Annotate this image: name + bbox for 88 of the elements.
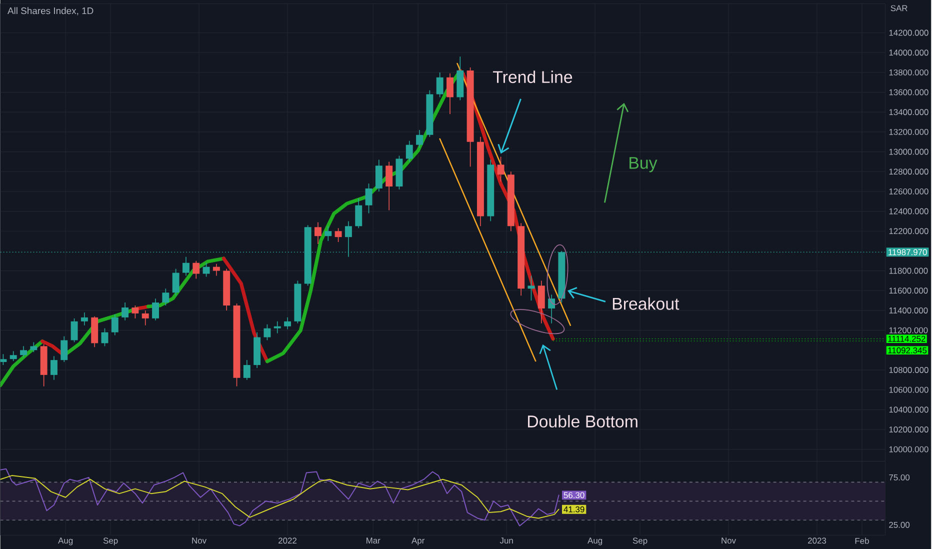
y-tick-label: 13200.000 (889, 128, 928, 135)
candlestick (406, 140, 413, 162)
y-tick-label: 13600.000 (889, 89, 928, 96)
x-tick-label: Aug (58, 538, 73, 546)
x-tick-label: 2022 (278, 538, 297, 544)
x-tick-label: Sep (632, 538, 648, 546)
data-label: 41.39 (564, 506, 584, 512)
candlestick (528, 275, 535, 301)
x-tick-label: Aug (588, 538, 602, 546)
data-label: 56.30 (564, 492, 584, 498)
candlestick (60, 336, 68, 362)
candlestick (202, 262, 210, 278)
y-tick-label: 14200.000 (889, 30, 928, 36)
candlestick (30, 342, 38, 352)
candlestick (70, 318, 78, 342)
x-tick-label: Apr (412, 538, 425, 546)
y-tick-label: 13800.000 (889, 69, 928, 76)
candlestick (50, 356, 58, 380)
candlestick (446, 72, 454, 114)
annotation: Double Bottom (528, 414, 638, 428)
candlestick (538, 280, 545, 324)
candlestick (284, 316, 292, 330)
annotation: 11114.252 (888, 336, 926, 342)
y-tick-label: 14000.000 (889, 49, 928, 56)
candlestick (344, 220, 352, 258)
candlestick (497, 156, 504, 182)
candlestick (416, 129, 424, 148)
candlestick (324, 226, 332, 242)
y-tick-label: 10400.000 (889, 406, 928, 412)
candlestick (365, 182, 372, 214)
candlestick (212, 263, 220, 276)
annotation: Trend Line (492, 70, 572, 83)
annotation: 11092.345 (888, 347, 927, 354)
candlestick (192, 260, 200, 279)
y-tick-label: 11200.000 (889, 327, 928, 334)
annotation: Breakout (612, 297, 680, 310)
y-tick-label: 75.00 (889, 474, 910, 480)
candlestick (0, 354, 7, 366)
candlestick (386, 161, 393, 211)
candlestick (264, 324, 271, 340)
line-series (0, 339, 44, 388)
x-tick-label: Nov (192, 538, 207, 544)
candlestick (101, 328, 108, 346)
candlestick (375, 159, 382, 192)
y-tick-label: 12200.000 (889, 228, 928, 234)
y-axis-title: SAR (890, 5, 908, 12)
line-series (0, 468, 560, 526)
candlestick (162, 288, 170, 306)
ref-line-label: 11987.970 (888, 249, 927, 255)
y-tick-label: 12600.000 (889, 188, 928, 194)
y-tick-label: 12400.000 (889, 208, 928, 214)
y-tick-label: 13400.000 (889, 108, 928, 115)
x-tick-label: Sep (103, 538, 118, 546)
candlestick (111, 314, 118, 336)
candlestick (10, 350, 17, 362)
x-tick-label: Mar (366, 538, 380, 544)
candlestick (142, 310, 149, 326)
candlestick (243, 360, 250, 380)
y-tick-label: 10000.000 (889, 446, 928, 452)
x-tick-label: 2023 (808, 538, 826, 544)
y-tick-label: 11600.000 (889, 288, 928, 294)
y-tick-label: 10600.000 (889, 386, 928, 393)
candlestick (274, 320, 281, 334)
x-tick-label: Jun (500, 538, 513, 544)
x-tick-label: Nov (722, 538, 736, 544)
y-tick-label: 11400.000 (889, 307, 928, 314)
candlestick (548, 294, 556, 324)
y-tick-label: 11800.000 (889, 268, 928, 274)
candlestick (152, 298, 159, 321)
annotation: Buy (630, 156, 658, 172)
candlestick (182, 256, 190, 276)
candlestick (355, 198, 362, 228)
candlestick (122, 302, 129, 321)
y-tick-label: 10200.000 (889, 426, 928, 432)
candlestick (314, 222, 322, 244)
line-series (0, 474, 560, 519)
candlestick (20, 346, 27, 358)
x-tick-label: Feb (855, 538, 869, 544)
y-tick-label: 10800.000 (889, 366, 928, 373)
candlestick (80, 312, 88, 326)
candlestick (132, 304, 139, 319)
candlestick (172, 268, 180, 296)
y-tick-label: 12800.000 (889, 168, 928, 174)
y-tick-label: 25.00 (889, 522, 910, 528)
y-tick-label: 13000.000 (889, 148, 928, 155)
candlestick (334, 228, 342, 242)
candlestick (436, 72, 444, 98)
chart-title: All Shares Index, 1D (8, 7, 94, 16)
